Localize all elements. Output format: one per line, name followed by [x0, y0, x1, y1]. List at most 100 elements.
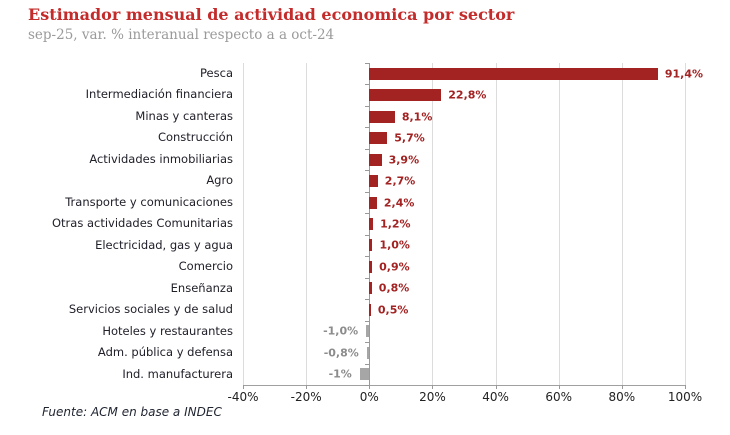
x-axis-tick — [495, 385, 497, 389]
value-label: 5,7% — [394, 131, 425, 145]
bar — [366, 325, 370, 338]
x-axis-tick — [369, 385, 371, 389]
category-label: Adm. pública y defensa — [97, 345, 233, 360]
value-label: 1,0% — [379, 238, 410, 252]
chart-row: Comercio 0,9% — [28, 256, 700, 277]
chart-row: Electricidad, gas y agua 1,0% — [28, 235, 700, 256]
x-axis-tick-label: 20% — [419, 390, 446, 404]
bar-track: 0,5% — [243, 299, 685, 320]
bar-chart: Pesca 91,4% Intermediación financiera 22,8%… — [28, 63, 703, 389]
chart-row: Minas y canteras 8,1% — [28, 106, 700, 127]
bar — [366, 346, 370, 359]
x-axis-tick-label: 100% — [667, 390, 703, 404]
category-axis-tick — [365, 84, 370, 86]
category-label: Actividades inmobiliarias — [89, 151, 233, 166]
chart-row: Servicios sociales y de salud 0,5% — [28, 299, 700, 320]
bar-track: -1,0% — [243, 321, 685, 342]
x-axis-tick-label: 40% — [482, 390, 509, 404]
bar-track: 2,4% — [243, 192, 685, 213]
x-axis-tick-label: -20% — [290, 390, 322, 404]
category-label: Construcción — [157, 130, 233, 145]
chart-row: Ind. manufacturera -1% — [28, 364, 700, 385]
value-label: 22,8% — [448, 88, 487, 102]
category-label: Enseñanza — [170, 280, 233, 295]
category-axis-tick — [365, 342, 370, 344]
chart-row: Hoteles y restaurantes -1,0% — [28, 321, 700, 342]
chart-row: Transporte y comunicaciones 2,4% — [28, 192, 700, 213]
chart-row: Actividades inmobiliarias 3,9% — [28, 149, 700, 170]
bar — [369, 67, 658, 80]
bar — [369, 110, 395, 123]
value-label: 2,7% — [384, 174, 416, 188]
category-axis-tick — [365, 127, 370, 129]
value-label: 0,8% — [378, 281, 410, 295]
category-axis-tick — [365, 256, 370, 258]
category-axis-tick — [365, 320, 370, 322]
x-axis-tick-label: 0% — [359, 390, 379, 404]
category-axis-tick — [365, 63, 370, 64]
gridline — [495, 63, 497, 385]
bar-track: 3,9% — [243, 149, 685, 170]
x-axis-tick — [558, 385, 560, 389]
chart-row: Adm. pública y defensa -0,8% — [28, 342, 700, 363]
chart-title: Estimador mensual de actividad economica… — [28, 5, 515, 24]
gridline — [306, 63, 308, 385]
bar — [369, 89, 442, 102]
x-axis-tick — [621, 385, 623, 389]
value-label: 91,4% — [664, 67, 704, 81]
category-axis-tick — [365, 213, 370, 215]
x-axis-tick — [243, 385, 244, 389]
category-axis-tick — [365, 385, 370, 386]
bar-track: 2,7% — [243, 170, 685, 191]
category-axis-tick — [365, 234, 370, 236]
bar-track: 1,0% — [243, 235, 685, 256]
bar — [369, 196, 377, 209]
category-axis-tick — [365, 191, 370, 193]
bar — [369, 303, 371, 316]
category-label: Pesca — [200, 65, 233, 80]
value-label: 1,2% — [380, 217, 411, 231]
chart-rows: Pesca 91,4% Intermediación financiera 22,8%… — [28, 63, 703, 385]
gridline — [432, 63, 434, 385]
bar — [369, 175, 378, 188]
bar — [369, 132, 388, 145]
bar-track: 0,8% — [243, 278, 685, 299]
value-label: 8,1% — [401, 110, 433, 124]
bar — [369, 153, 382, 166]
value-label: 3,9% — [388, 153, 420, 167]
source-note: Fuente: ACM en base a INDEC — [42, 405, 222, 419]
x-axis-tick — [432, 385, 434, 389]
value-label: -1,0% — [323, 324, 359, 338]
chart-row: Otras actividades Comunitarias 1,2% — [28, 213, 700, 234]
chart-row: Agro 2,7% — [28, 170, 700, 191]
chart-row: Pesca 91,4% — [28, 63, 703, 84]
category-axis-tick — [365, 148, 370, 150]
bar — [369, 282, 372, 295]
gridline — [621, 63, 623, 385]
chart-row: Intermediación financiera 22,8% — [28, 84, 700, 105]
x-axis-tick — [685, 385, 686, 389]
x-axis-tick-label: 80% — [608, 390, 636, 404]
gridline — [243, 63, 244, 385]
category-label: Servicios sociales y de salud — [68, 302, 233, 317]
value-label: 0,9% — [379, 260, 410, 274]
category-axis-tick — [365, 277, 370, 279]
bar-track: 91,4% — [243, 63, 703, 84]
bar-track: 1,2% — [243, 213, 685, 234]
x-axis-tick — [306, 385, 308, 389]
category-label: Hoteles y restaurantes — [102, 323, 233, 338]
category-label: Comercio — [178, 259, 233, 274]
chart-row: Enseñanza 0,8% — [28, 278, 700, 299]
category-label: Electricidad, gas y agua — [95, 237, 233, 252]
category-label: Intermediación financiera — [85, 87, 233, 102]
bar-track: -0,8% — [243, 342, 685, 363]
category-axis-tick — [365, 299, 370, 301]
value-label: -0,8% — [323, 346, 359, 360]
bar — [369, 260, 373, 273]
value-label: 0,5% — [377, 303, 409, 317]
bar — [369, 218, 374, 231]
category-axis-tick — [365, 105, 370, 107]
category-axis-tick — [365, 170, 370, 172]
category-axis-tick — [365, 363, 370, 365]
